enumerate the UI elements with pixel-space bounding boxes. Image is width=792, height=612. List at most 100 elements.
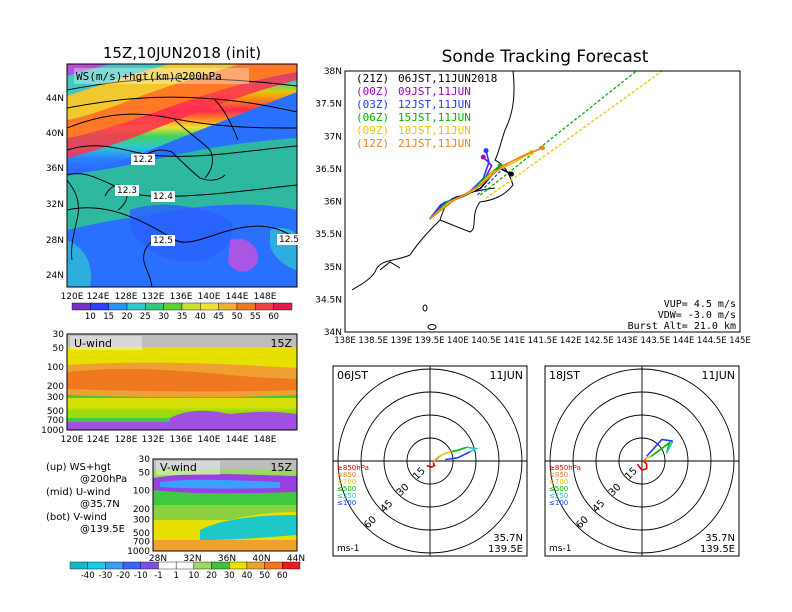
uwind-lon-tick: 120E (61, 435, 84, 445)
track-lat-tick: 37N (324, 132, 342, 142)
hodograph-level-label: ≤250 (549, 492, 568, 500)
hodograph-trace (646, 438, 673, 457)
ws-colorbar-label: 50 (232, 312, 243, 322)
ws-colorbar-label: 25 (140, 312, 151, 322)
track-param: Burst Alt= 21.0 km (628, 321, 736, 332)
vwind-p-tick: 300 (133, 515, 150, 525)
vwind-lat-tick: 44N (287, 554, 305, 564)
track-lat-tick: 36.5N (315, 165, 342, 175)
contour-label: 12.5 (151, 235, 175, 246)
legend-time: 12JST,11JUN (398, 98, 471, 111)
map-lon-tick: 128E (115, 292, 138, 302)
track-landing-point (483, 148, 489, 154)
ws-map (67, 64, 297, 287)
track-lon-tick: 142E (560, 336, 582, 346)
track-series-line (429, 147, 543, 220)
track-lon-tick: 140E (447, 336, 469, 346)
ws-colorbar-cell (218, 302, 238, 311)
note-line-a: (bot) V-wind (46, 512, 107, 523)
vwind-label: V-wind (160, 461, 197, 474)
track-lon-tick: 143.5E (640, 336, 670, 346)
track-lat-tick: 34.5N (315, 295, 342, 305)
hodograph-time: 18JST (549, 369, 580, 382)
legend-run: (21Z) (356, 72, 389, 85)
wind-colorbar-cell (158, 561, 177, 570)
hodograph-lat: 35.7N (493, 533, 523, 544)
hodograph-trace (650, 440, 672, 458)
vwind-p-tick: 30 (139, 455, 151, 465)
wind-colorbar-label: 30 (224, 571, 235, 581)
wind-colorbar-cell (69, 561, 88, 570)
wind-colorbar-cell (175, 561, 195, 570)
hodograph-trace (438, 451, 452, 458)
ws-colorbar-label: 35 (177, 312, 188, 322)
hodograph-time: 06JST (337, 369, 368, 382)
map-lon-tick: 124E (87, 292, 110, 302)
hodograph-level-label: ≤250 (337, 492, 356, 500)
vwind-p-tick: 1000 (127, 547, 150, 557)
ws-colorbar-label: 30 (158, 312, 169, 322)
track-lon-tick: 140.5E (471, 336, 501, 346)
ws-colorbar-cell (163, 302, 183, 311)
track-lon-tick: 144E (673, 336, 695, 346)
legend-time: 21JST,11JUN (398, 137, 471, 150)
uwind-p-tick: 30 (53, 330, 65, 340)
hodograph-level-label: ≤700 (549, 478, 568, 486)
hodograph-level-label: ≥850hPa (549, 464, 581, 472)
map-lon-tick: 140E (198, 292, 221, 302)
uwind-p-tick: 200 (47, 382, 64, 392)
legend-time: 15JST,11JUN (398, 111, 471, 124)
wind-colorbar-cell (282, 561, 301, 570)
ws-colorbar-label: 60 (268, 312, 279, 322)
track-lon-tick: 141.5E (528, 336, 558, 346)
hodograph-trace (636, 460, 648, 472)
ws-colorbar-cell (200, 302, 219, 311)
note-line-b: @35.7N (80, 499, 120, 510)
ws-colorbar-label: 15 (103, 312, 114, 322)
track-lon-tick: 144.5E (697, 336, 727, 346)
vwind-p-tick: 200 (133, 505, 150, 515)
uwind-lon-tick: 132E (142, 435, 165, 445)
legend-time: 09JST,11JUN (398, 85, 471, 98)
ws-colorbar-cell (255, 302, 274, 311)
note-line-b: @200hPa (80, 474, 127, 485)
track-lon-tick: 139E (391, 336, 413, 346)
hodograph-level-label: ≤500 (337, 485, 356, 493)
uwind-label: U-wind (74, 337, 112, 350)
contour-label: 12.4 (151, 191, 175, 202)
wind-colorbar-label: -40 (81, 571, 95, 581)
ws-colorbar-label: 10 (85, 312, 96, 322)
uwind-section (67, 334, 297, 430)
hodograph-level-label: ≤100 (337, 499, 356, 507)
wind-colorbar-cell (246, 561, 265, 570)
wind-colorbar-label: -30 (98, 571, 112, 581)
uwind-p-tick: 100 (47, 363, 64, 373)
track-lon-tick: 141E (503, 336, 525, 346)
svg-text:12.2: 12.2 (133, 155, 153, 165)
hodograph-level-label: ≤500 (549, 485, 568, 493)
balloon-ascent-line (485, 71, 664, 199)
track-lon-tick: 143E (616, 336, 638, 346)
ws-colorbar-cell (90, 302, 109, 311)
vwind-time: 15Z (270, 461, 292, 474)
uwind-p-tick: 300 (47, 393, 64, 403)
map-lon-tick: 148E (254, 292, 277, 302)
hodograph-level-label: ≤850 (337, 471, 356, 479)
track-lon-tick: 142.5E (584, 336, 614, 346)
uwind-p-tick: 500 (47, 407, 64, 417)
track-lon-tick: 139.5E (415, 336, 445, 346)
wind-colorbar-label: 40 (242, 571, 253, 581)
legend-run: (00Z) (356, 85, 389, 98)
hodograph-level-label: ≥850hPa (337, 464, 369, 472)
hodograph-date: 11JUN (701, 369, 735, 382)
track-lon-tick: 145E (729, 336, 751, 346)
hodograph-trace (466, 446, 479, 453)
wind-colorbar-cell (193, 561, 212, 570)
map-lat-tick: 32N (46, 200, 64, 210)
track-param: VDW= -3.0 m/s (658, 310, 736, 321)
map-lon-tick: 136E (170, 292, 193, 302)
track-param: VUP= 4.5 m/s (664, 299, 736, 310)
uwind-p-tick: 700 (47, 416, 64, 426)
